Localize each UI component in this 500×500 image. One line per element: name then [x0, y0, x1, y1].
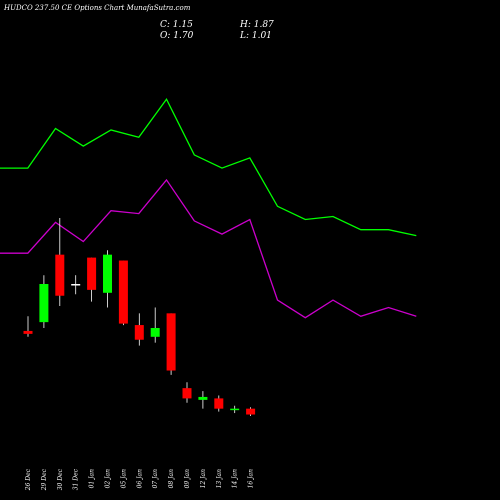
x-tick-label: 06 Jan: [136, 469, 143, 489]
x-tick-label: 09 Jan: [184, 469, 191, 489]
close-readout: C: 1.15: [160, 20, 193, 30]
x-tick-label: 16 Jan: [248, 469, 255, 489]
candle-8: [134, 313, 144, 346]
x-tick-label: 31 Dec: [73, 468, 80, 490]
x-tick-label: 12 Jan: [200, 469, 207, 489]
candle-body: [23, 330, 33, 334]
candle-4: [71, 275, 81, 295]
candle-15: [246, 407, 256, 416]
x-tick-label: 13 Jan: [216, 469, 223, 489]
high-readout: H: 1.87: [240, 20, 274, 30]
candle-3: [55, 218, 65, 306]
candle-body: [55, 254, 65, 296]
candle-body: [134, 325, 144, 340]
x-tick-label: 02 Jan: [105, 469, 112, 489]
indicator-lines: [0, 97, 417, 319]
x-tick-label: 08 Jan: [168, 469, 175, 489]
candle-body: [39, 284, 49, 323]
candle-13: [214, 395, 224, 412]
candle-2: [39, 275, 49, 328]
candle-body: [118, 260, 128, 324]
indicator-line-2: [0, 178, 417, 319]
candle-body: [103, 254, 112, 293]
candle-12: [198, 391, 208, 409]
candle-10: [166, 313, 176, 375]
candle-6: [103, 250, 112, 308]
candles: [23, 218, 256, 416]
candle-7: [118, 260, 128, 326]
indicator-line-1: [0, 97, 417, 237]
candle-body: [182, 388, 192, 399]
x-tick-label: 14 Jan: [232, 469, 239, 489]
candle-body: [150, 328, 160, 337]
candle-body: [166, 313, 176, 371]
candle-9: [150, 307, 160, 343]
x-tick-label: 07 Jan: [152, 469, 159, 489]
candle-body: [214, 398, 224, 409]
candle-body: [198, 396, 208, 400]
low-readout: L: 1.01: [240, 31, 272, 41]
x-tick-label: 05 Jan: [120, 469, 127, 489]
x-tick-label: 01 Jan: [89, 469, 96, 489]
x-tick-label: 29 Dec: [41, 468, 48, 491]
candle-body: [87, 257, 97, 290]
candle-11: [182, 382, 192, 403]
x-axis-labels: 26 Dec 29 Dec 30 Dec 31 Dec 01 Jan 02 Jan 05 J…: [25, 468, 255, 491]
candle-14: [230, 405, 240, 414]
open-readout: O: 1.70: [160, 31, 194, 41]
x-tick-label: 26 Dec: [25, 468, 32, 491]
chart-title: HUDCO 237.50 CE Options Chart MunafaSutr…: [4, 4, 191, 12]
candle-body: [246, 408, 256, 415]
candle-body: [71, 284, 81, 286]
candle-5: [87, 257, 97, 302]
candle-body: [230, 408, 240, 411]
candle-1: [23, 316, 33, 337]
x-tick-label: 30 Dec: [57, 468, 64, 490]
